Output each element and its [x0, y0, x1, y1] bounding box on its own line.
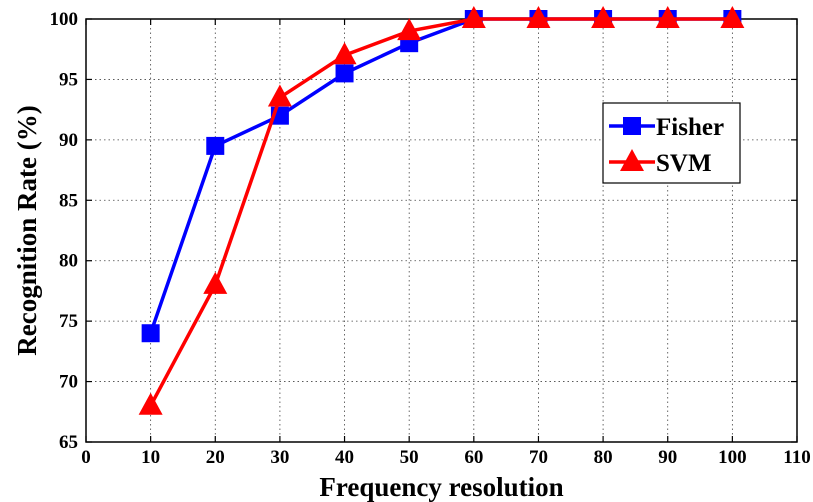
data-point-svm: [138, 392, 163, 415]
data-point-fisher: [206, 136, 225, 155]
legend-label-svm: SVM: [656, 150, 712, 177]
y-tick-label: 90: [59, 130, 78, 151]
x-tick-label: 0: [81, 447, 91, 468]
legend: Fisher SVM: [602, 102, 741, 184]
data-point-svm: [591, 6, 616, 28]
x-tick-label: 40: [335, 447, 354, 468]
data-point-svm: [267, 84, 292, 107]
legend-label-fisher: Fisher: [656, 114, 724, 141]
axis-ticks: 0 10 20 30 40 50 60 70 80 90 100 110 65 70 75 80 85 90 95 1…: [50, 9, 811, 468]
y-tick-label: 85: [59, 190, 78, 211]
grid-lines: [86, 19, 797, 442]
x-axis-title: Frequency resolution: [319, 472, 563, 502]
data-point-fisher: [141, 324, 160, 343]
data-point-svm: [461, 6, 486, 28]
x-tick-label: 50: [400, 447, 419, 468]
data-point-svm: [655, 6, 680, 28]
y-tick-label: 65: [59, 432, 78, 453]
y-tick-label: 95: [59, 69, 78, 90]
x-tick-label: 100: [718, 447, 747, 468]
data-point-svm: [526, 6, 551, 28]
x-tick-label: 30: [270, 447, 289, 468]
series-line-svm: [149, 17, 733, 407]
y-tick-label: 75: [59, 311, 78, 332]
x-tick-label: 60: [464, 447, 483, 468]
x-tick-label: 20: [206, 447, 225, 468]
series-svm: [138, 6, 745, 415]
y-tick-label: 100: [50, 9, 79, 30]
x-tick-label: 110: [783, 447, 810, 468]
data-point-svm: [203, 271, 228, 294]
legend-marker-fisher: [623, 117, 641, 135]
legend-items: Fisher SVM: [609, 114, 724, 177]
y-tick-label: 80: [59, 251, 78, 272]
series-layer: [138, 6, 745, 415]
y-tick-label: 70: [59, 372, 78, 393]
y-axis-title: Recognition Rate (%): [12, 105, 42, 355]
x-tick-label: 90: [658, 447, 677, 468]
data-point-svm: [720, 6, 745, 28]
data-point-svm: [397, 18, 422, 41]
plot-frame: [85, 18, 798, 443]
x-tick-label: 70: [529, 447, 548, 468]
x-tick-label: 80: [594, 447, 613, 468]
data-point-svm: [332, 42, 357, 65]
x-tick-label: 10: [141, 447, 160, 468]
data-point-fisher: [335, 64, 354, 83]
legend-marker-svm: [620, 149, 644, 171]
